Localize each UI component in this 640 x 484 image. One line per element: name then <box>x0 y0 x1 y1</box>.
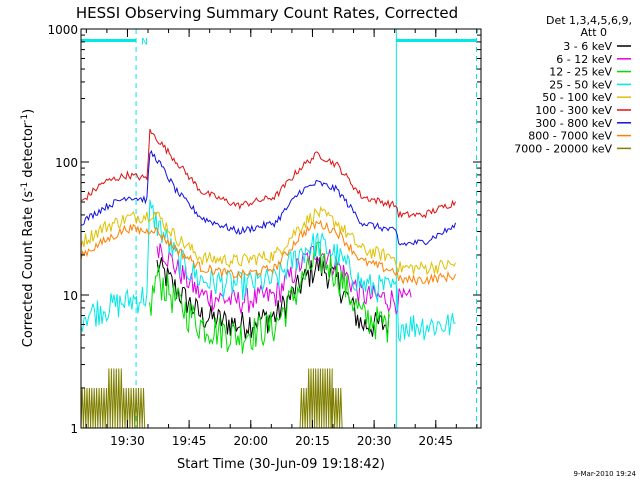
legend-label-6: 300 - 800 keV <box>535 117 612 130</box>
chart-title: HESSI Observing Summary Count Rates, Cor… <box>76 4 458 22</box>
plot-border <box>80 28 482 429</box>
series-0-line <box>156 256 390 339</box>
x-axis-label: Start Time (30-Jun-09 19:18:42) <box>177 457 385 472</box>
series-3-line <box>81 199 456 343</box>
y-axis-label: Corrected Count Rate (s-1 detector-1) <box>20 109 36 347</box>
y-axis-label-part1: Corrected Count Rate (s <box>21 191 36 348</box>
series-4-line <box>81 205 456 276</box>
x-tick-label-5: 20:45 <box>418 434 453 448</box>
plot-series-group: N <box>81 29 477 428</box>
legend-label-8: 7000 - 20000 keV <box>514 142 612 155</box>
legend-label-3: 25 - 50 keV <box>549 78 612 91</box>
x-tick-label-2: 20:00 <box>233 434 268 448</box>
series-7-line <box>81 219 456 286</box>
series-8-line-a <box>81 368 146 428</box>
series-2-line <box>149 241 390 354</box>
y-axis-label-sup1: -1 <box>20 182 30 191</box>
y-axis-label-part3: ) <box>21 109 36 114</box>
series-6-line <box>81 149 456 247</box>
x-tick-label-0: 19:30 <box>110 434 145 448</box>
legend-header-line2: Att 0 <box>581 26 607 39</box>
y-tick-label-0: 1 <box>70 422 78 436</box>
legend-label-2: 12 - 25 keV <box>549 66 612 79</box>
series-5-line <box>81 129 456 219</box>
x-tick-label-4: 20:30 <box>357 434 392 448</box>
axes-frame: 1 10 100 1000 19:30 19:45 20:00 20:15 20:30 20:45 <box>47 23 482 448</box>
x-tick-label-3: 20:15 <box>295 434 330 448</box>
y-tick-label-2: 100 <box>55 156 78 170</box>
plot-area: N <box>81 29 477 428</box>
legend-label-7: 800 - 7000 keV <box>528 130 612 143</box>
series-1-line <box>156 243 412 315</box>
x-tick-label-1: 19:45 <box>172 434 207 448</box>
legend-label-0: 3 - 6 keV <box>563 40 612 53</box>
legend-label-1: 6 - 12 keV <box>556 53 612 66</box>
attenuator-label: N <box>141 37 148 47</box>
y-axis-label-part2: detector <box>21 122 36 182</box>
legend-label-4: 50 - 100 keV <box>542 91 612 104</box>
legend-header-line1: Det 1,3,4,5,6,9, <box>546 14 632 27</box>
y-tick-label-1: 10 <box>63 289 78 303</box>
legend-label-5: 100 - 300 keV <box>535 104 612 117</box>
y-tick-label-3: 1000 <box>47 23 78 37</box>
series-8-line-b <box>299 368 343 428</box>
y-axis-label-sup2: -1 <box>20 114 30 123</box>
footer-timestamp: 9-Mar-2010 19:24 <box>574 470 637 478</box>
